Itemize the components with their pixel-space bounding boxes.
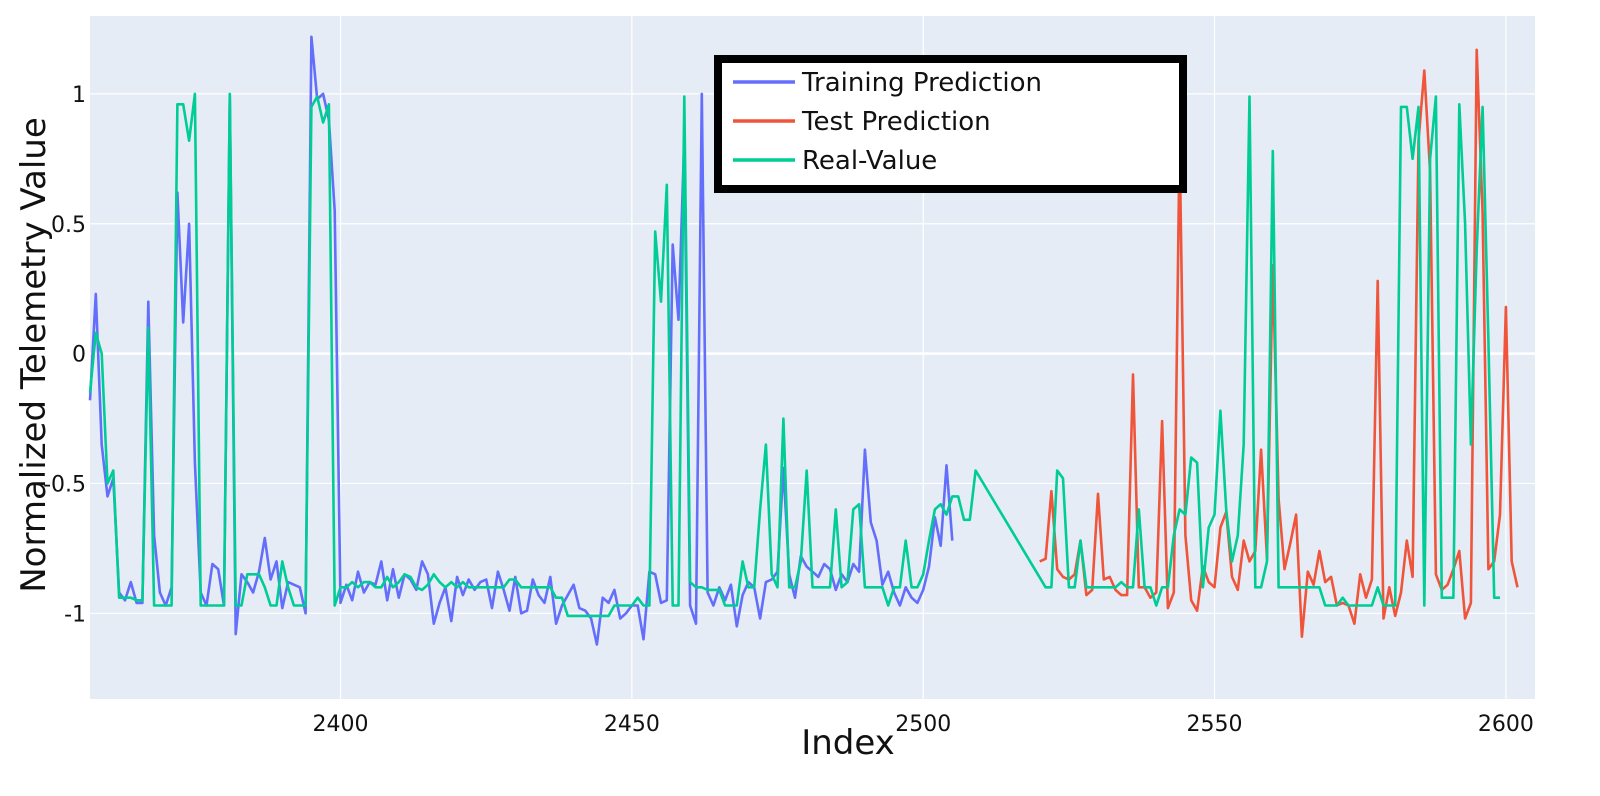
legend: Training Prediction Test Prediction Real-V… [714, 55, 1187, 193]
legend-label-real-value: Real-Value [802, 146, 937, 176]
y-tick-label: 0 [72, 343, 86, 368]
x-tick-label: 2500 [895, 712, 951, 737]
x-axis-title: Index [801, 723, 895, 763]
y-axis-title: Normalized Telemetry Value [14, 117, 54, 593]
y-axis-ticks: 1 0.5 0 -0.5 -1 [43, 83, 86, 627]
y-tick-label: -0.5 [43, 472, 86, 497]
y-tick-label: 1 [72, 83, 86, 108]
legend-label-training-prediction: Training Prediction [801, 68, 1042, 98]
legend-box [714, 55, 1187, 193]
y-tick-label: 0.5 [51, 213, 86, 238]
x-tick-label: 2450 [604, 712, 660, 737]
series-line-real-value [88, 92, 1500, 618]
x-tick-label: 2400 [313, 712, 369, 737]
series-layer [88, 35, 1519, 646]
legend-label-test-prediction: Test Prediction [801, 107, 991, 137]
y-tick-label: -1 [64, 602, 86, 627]
x-tick-label: 2550 [1187, 712, 1243, 737]
x-axis-ticks: 2400 2450 2500 2550 2600 [313, 712, 1534, 737]
x-tick-label: 2600 [1478, 712, 1534, 737]
